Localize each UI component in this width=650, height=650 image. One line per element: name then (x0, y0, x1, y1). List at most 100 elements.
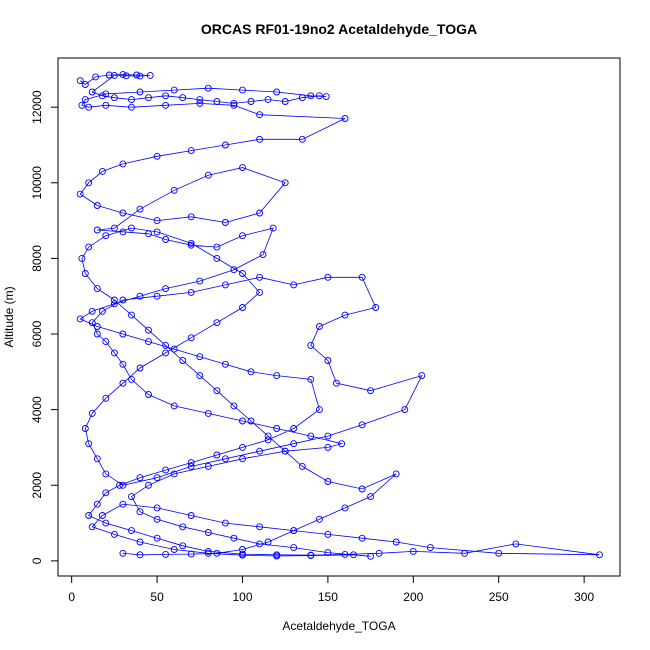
data-point (239, 443, 246, 451)
data-point (119, 71, 127, 79)
data-point (162, 285, 170, 293)
data-point (230, 99, 238, 107)
data-point (213, 98, 221, 105)
data-point (93, 330, 101, 338)
data-point (290, 281, 298, 289)
data-point (122, 72, 130, 80)
data-point (358, 273, 366, 281)
data-point (119, 500, 127, 508)
data-point (256, 523, 264, 531)
data-point (88, 307, 96, 315)
data-point (76, 315, 84, 323)
data-point (298, 94, 306, 102)
data-point (179, 542, 187, 550)
data-point (247, 98, 255, 105)
data-point (187, 550, 195, 558)
data-point (239, 304, 246, 311)
data-point (187, 462, 195, 470)
data-point (153, 504, 161, 512)
data-point (136, 474, 144, 482)
data-point (461, 549, 469, 557)
data-point (204, 529, 212, 536)
data-point (264, 436, 272, 444)
y-axis-title: Altitude (m) (2, 286, 16, 347)
data-point (324, 478, 332, 485)
data-point (85, 243, 93, 251)
data-point (93, 202, 101, 209)
data-point (102, 232, 110, 240)
data-point (145, 391, 152, 398)
data-point (256, 447, 264, 455)
data-point (92, 73, 100, 81)
x-tick-label: 250 (489, 590, 509, 604)
data-point (512, 540, 520, 548)
data-point (85, 179, 93, 187)
data-point (110, 71, 118, 79)
data-point (307, 92, 315, 100)
data-point (98, 92, 106, 100)
data-point (187, 334, 195, 342)
data-point (204, 84, 212, 92)
data-point (392, 470, 400, 478)
data-point (187, 512, 195, 519)
data-point (358, 485, 366, 493)
data-point (213, 243, 221, 251)
data-point (350, 551, 357, 559)
data-point (153, 534, 161, 542)
data-point (110, 224, 118, 232)
data-point (119, 549, 127, 557)
data-point (259, 251, 267, 259)
data-point (128, 527, 135, 535)
x-axis: 0 50 100 150 200 250 300 (68, 575, 594, 604)
data-point (145, 481, 152, 489)
data-point (358, 534, 366, 542)
data-point (392, 538, 400, 546)
data-point (239, 417, 246, 425)
chart-title: ORCAS RF01-19no2 Acetaldehyde_TOGA (201, 21, 477, 37)
data-point (239, 86, 246, 94)
data-point (162, 341, 170, 349)
data-point (119, 330, 127, 338)
data-point (315, 406, 323, 414)
y-axis: 0 2000 4000 6000 8000 10000 12000 (30, 90, 59, 564)
data-point (136, 551, 144, 559)
data-point (322, 93, 330, 101)
data-point (170, 345, 178, 353)
x-tick-label: 150 (318, 590, 338, 604)
data-point (230, 101, 238, 109)
data-point (153, 474, 161, 482)
data-point (221, 455, 229, 463)
data-point (102, 489, 110, 497)
data-point (367, 552, 375, 560)
data-point (256, 135, 264, 143)
data-point (196, 372, 204, 380)
data-point (88, 409, 96, 417)
data-point (256, 273, 264, 281)
data-point (162, 92, 170, 100)
data-point (98, 167, 106, 175)
data-point (76, 190, 84, 198)
data-point (298, 462, 306, 470)
data-point (110, 349, 118, 357)
data-point (256, 288, 264, 296)
data-point (136, 205, 144, 213)
data-point (367, 493, 375, 501)
data-point (179, 94, 187, 102)
data-point (119, 209, 127, 217)
y-tick-label: 10000 (30, 166, 44, 200)
y-tick-label: 12000 (30, 90, 44, 124)
data-point (239, 232, 246, 240)
data-point (153, 217, 161, 225)
data-point (81, 81, 89, 88)
data-point (153, 228, 161, 236)
data-point (98, 307, 106, 315)
x-tick-label: 100 (232, 590, 252, 604)
data-point (98, 512, 106, 519)
data-point (338, 440, 346, 448)
data-point (102, 90, 110, 98)
data-point (290, 544, 298, 552)
data-point (230, 402, 238, 410)
data-point (273, 372, 281, 380)
